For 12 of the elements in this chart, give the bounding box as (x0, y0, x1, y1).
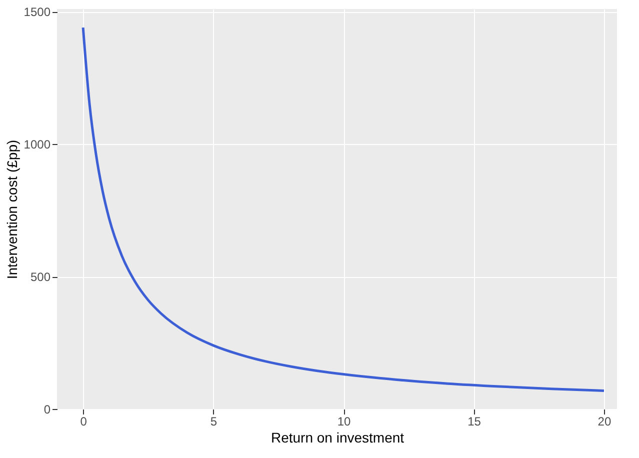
y-tick-label: 500 (30, 270, 51, 284)
x-tick-label: 5 (210, 414, 218, 428)
x-tick-label: 10 (337, 414, 352, 428)
x-axis-title: Return on investment (270, 430, 404, 446)
line-series (82, 26, 606, 392)
y-axis-title: Intervention cost (£pp) (4, 140, 20, 280)
x-tick-label: 20 (598, 414, 612, 428)
y-tick-label: 1500 (24, 5, 51, 20)
y-tick-label: 1000 (24, 138, 51, 152)
y-tick-label: 0 (44, 402, 51, 416)
x-tick-label: 15 (468, 414, 482, 428)
x-tick-label: 0 (80, 414, 88, 428)
